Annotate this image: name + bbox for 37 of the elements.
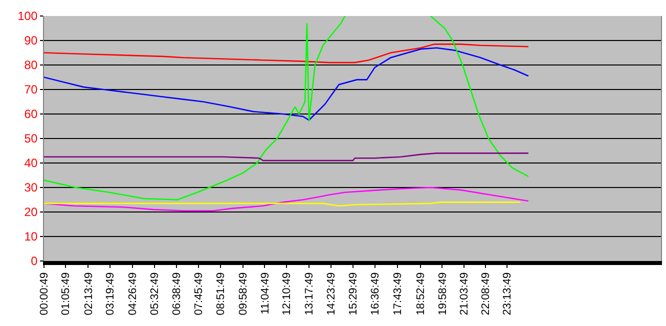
- y-tick-label: 50: [24, 132, 38, 146]
- y-tick-label: 70: [24, 82, 38, 97]
- x-tick-label: 07:45:49: [193, 272, 206, 316]
- x-tick-label: 06:38:49: [170, 272, 183, 316]
- y-tick-label: 60: [24, 107, 38, 122]
- y-tick-label: 40: [24, 156, 38, 170]
- x-tick-label: 00:00:49: [38, 272, 51, 316]
- x-tick-label: 12:10:49: [281, 272, 294, 316]
- line-series: [44, 47, 530, 121]
- x-tick-label: 01:05:49: [60, 272, 72, 316]
- x-tick-label: 11:04:49: [259, 272, 272, 314]
- x-tick-label: 21:03:49: [458, 272, 470, 316]
- x-tick-label: 15:29:49: [347, 272, 360, 316]
- line-series: [44, 186, 530, 212]
- y-tick-label: 100: [18, 9, 38, 24]
- y-tick-label: 10: [24, 230, 38, 244]
- x-tick-label: 17:43:49: [392, 272, 404, 316]
- x-tick-label: 05:32:49: [148, 272, 161, 316]
- x-tick-label: 02:13:49: [82, 272, 95, 316]
- x-tick-label: 22:08:49: [480, 272, 492, 316]
- x-tick-label: 23:13:49: [502, 272, 514, 316]
- x-tick-label: 19:58:49: [436, 272, 449, 316]
- x-tick-label: 13:17:49: [303, 272, 316, 316]
- y-tick-label: 0: [30, 254, 38, 268]
- x-tick-label: 03:19:49: [104, 272, 117, 316]
- y-tick-label: 20: [24, 205, 38, 220]
- x-tick-label: 04:26:49: [126, 272, 139, 316]
- x-tick-label: 09:58:49: [237, 272, 250, 316]
- x-tick-label: 14:23:49: [325, 272, 338, 316]
- x-tick-label: 18:52:49: [414, 272, 427, 316]
- y-tick-label: 90: [24, 34, 38, 48]
- x-tick-label: 16:36:49: [370, 272, 382, 316]
- y-tick-label: 30: [24, 180, 38, 195]
- line-series: [44, 44, 530, 64]
- y-tick-label: 80: [24, 58, 38, 72]
- x-tick-label: 08:51:49: [215, 272, 228, 316]
- line-series: [44, 152, 530, 162]
